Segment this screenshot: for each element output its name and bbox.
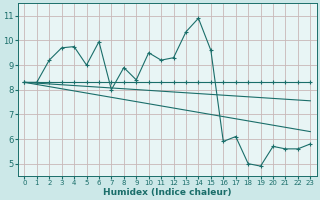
X-axis label: Humidex (Indice chaleur): Humidex (Indice chaleur) bbox=[103, 188, 232, 197]
